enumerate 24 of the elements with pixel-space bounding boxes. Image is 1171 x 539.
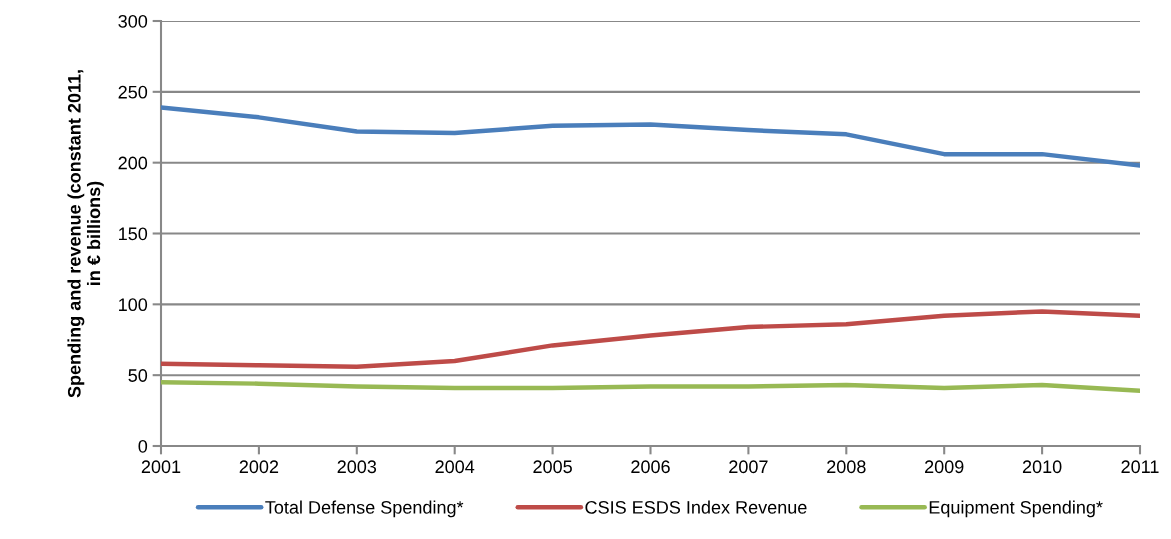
x-tick-label: 2009: [925, 460, 964, 474]
legend-label: Equipment Spending*: [929, 500, 1103, 518]
y-tick-label: 250: [118, 85, 148, 99]
y-tick-label: 50: [128, 369, 148, 382]
x-tick-label: 2008: [827, 460, 866, 474]
x-tick-label: 2010: [1022, 460, 1062, 474]
y-tick-label: 200: [118, 156, 148, 170]
x-tick-label: 2002: [239, 460, 279, 474]
legend-label: Total Defense Spending*: [265, 500, 464, 518]
line-series: [161, 309, 1140, 369]
y-tick-label: 0: [138, 439, 148, 453]
x-tick-label: 2003: [337, 460, 377, 474]
x-tick-label: 2004: [435, 460, 475, 474]
x-tick-label: 2001: [141, 460, 181, 474]
x-tick-label: 2007: [729, 460, 768, 474]
x-tick-label: 2011: [1121, 460, 1159, 474]
legend-label: CSIS ESDS Index Revenue: [585, 500, 807, 514]
x-tick-label: 2005: [533, 460, 572, 474]
y-axis-title: Spending and revenue (constant 2011, in € billions): [67, 70, 104, 398]
y-tick-label: 100: [119, 298, 148, 312]
y-tick-label: 150: [119, 227, 148, 241]
y-tick-label: 300: [118, 14, 148, 28]
line-series: [161, 380, 1140, 393]
x-tick-label: 2006: [631, 460, 670, 474]
